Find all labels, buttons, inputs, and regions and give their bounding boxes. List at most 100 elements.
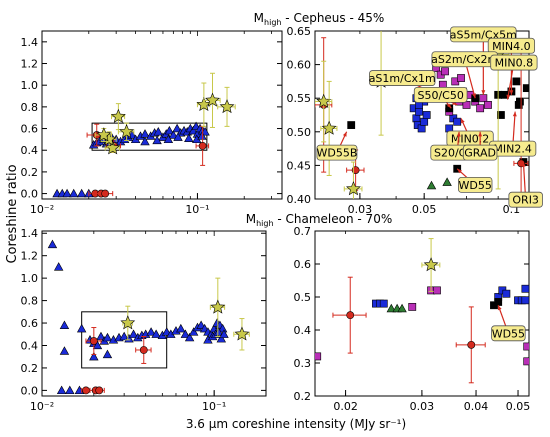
annotation-arrowhead [446,103,452,109]
data-point-triangle [180,329,191,338]
data-point-triangle [128,329,139,338]
data-point-triangle [197,131,207,140]
data-point-star [423,257,439,272]
y-tick-label: 0.50 [287,126,312,139]
data-point-triangle [219,329,229,338]
annotation-arrowhead [461,118,465,124]
data-point-triangle [176,323,186,333]
annotation-label: WD55 [459,179,492,192]
data-point-star [346,181,361,196]
data-point-square [484,101,492,109]
data-point-triangle [119,331,129,341]
annotation-box [316,144,358,161]
data-point-star [205,92,220,107]
y-tick-label: 1.2 [21,58,39,71]
data-point-square [433,286,441,295]
data-point-square [479,94,488,103]
data-point-triangle [397,303,407,313]
plot-area [41,30,283,200]
y-tick-label: 0.6 [294,258,312,271]
data-point-triangle [188,327,199,336]
plot-marks [47,239,250,395]
data-point-square [521,284,529,293]
data-point-triangle [164,125,175,135]
data-point-square [457,74,465,82]
y-tick-label: 0.8 [21,101,39,114]
data-point-triangle [188,125,198,135]
data-point-triangle [76,188,87,198]
data-point-triangle [152,135,162,145]
y-tick-label: 0.4 [21,339,39,352]
data-point-star [105,140,121,155]
data-point-square [347,121,356,129]
annotations: WD55 [491,305,526,342]
data-point-square [497,111,505,119]
data-point-star [210,299,226,314]
data-point-square [417,124,426,133]
data-point-triangle [56,385,67,395]
data-point-triangle [163,134,174,144]
x-tick-label: 0.03 [348,203,373,216]
annotations: aS5m/Cx5mMIN4.0aS2m/Cx2mMIN0.8aS1m/Cx1mS… [316,26,543,208]
annotation-label: aS1m/Cx1m [369,72,436,85]
data-point-square [441,67,449,76]
y-tick-label: 0.40 [287,193,312,206]
y-tick-label: 0.0 [21,384,39,397]
zoom-box [91,122,208,151]
annotation-arrowhead [457,168,462,174]
x-tick-label: 0.02 [333,400,358,413]
annotation-box [491,325,526,342]
data-point-triangle [59,346,70,355]
data-point-triangle [62,188,72,198]
data-point-square [521,296,529,305]
data-point-circle [95,386,104,395]
data-point-star [196,96,212,112]
data-point-circle [467,340,476,349]
annotation-arrowhead [478,131,483,137]
data-point-triangle [442,177,452,186]
panel-chameleon-zoom: 0.02 0.03 0.04 0.05 0.2 0.3 0.4 0.5 0.6 0.7 WD55 [294,225,531,413]
annotation-label: WD55B [316,147,357,160]
data-point-square [522,84,529,93]
annotation-label: MIN0.2 [451,133,489,146]
panel-chameleon-overview: 10⁻² 10⁻¹ 0.0 0.2 0.4 0.6 0.8 1.0 1.2 1.4 [21,227,267,413]
annotation-arrowhead [472,93,476,99]
data-point-triangle [213,327,224,336]
y-tick-label: 1.2 [21,250,39,263]
data-point-circle [101,189,110,198]
y-tick-label: 0.45 [287,159,312,172]
data-point-triangle [69,188,79,198]
data-point-triangle [59,320,70,329]
data-point-square [315,352,322,361]
data-point-triangle [140,136,150,146]
data-point-circle [198,141,207,150]
data-point-square [502,289,511,298]
annotation-arrowhead [481,90,486,95]
data-point-square [408,302,417,311]
y-tick-label: 0.3 [294,357,312,370]
x-tick-label: 0.03 [410,400,435,413]
y-tick-label: 0.5 [294,291,312,304]
data-point-star [120,315,136,330]
data-point-circle [139,346,148,354]
x-axis-label: 3.6 μm coreshine intensity (MJy sr⁻¹) [186,417,406,431]
annotation-arrowhead [342,131,347,137]
panel-cepheus-overview: 10⁻² 10⁻¹ 0.0 0.2 0.4 0.6 0.8 1.0 1.2 1.4 [21,30,283,216]
plot-marks [315,238,529,384]
y-tick-label: 0.7 [294,225,312,238]
data-point-triangle [146,327,156,336]
x-tick-label: 0.04 [464,400,489,413]
annotation-label: S50/C50 [417,89,463,102]
annotation-label: MIN4.0 [492,40,530,53]
y-tick-label: 0.0 [21,188,39,201]
data-point-circle [82,386,90,395]
data-point-star [321,120,337,135]
annotation-arrowhead [497,305,502,311]
data-point-circle [346,311,355,320]
data-point-triangle [76,323,87,333]
data-point-square [379,299,388,308]
data-point-square [476,104,485,113]
x-tick-label: 10⁻¹ [202,400,226,413]
data-point-triangle [151,329,161,338]
